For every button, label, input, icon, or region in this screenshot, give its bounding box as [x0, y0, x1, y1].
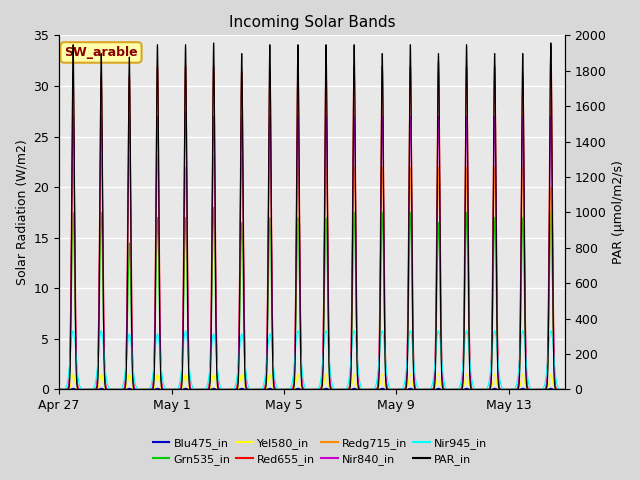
Y-axis label: PAR (μmol/m2/s): PAR (μmol/m2/s)	[612, 160, 625, 264]
Legend: Blu475_in, Grn535_in, Yel580_in, Red655_in, Redg715_in, Nir840_in, Nir945_in, PA: Blu475_in, Grn535_in, Yel580_in, Red655_…	[148, 433, 492, 469]
Y-axis label: Solar Radiation (W/m2): Solar Radiation (W/m2)	[15, 140, 28, 285]
Title: Incoming Solar Bands: Incoming Solar Bands	[228, 15, 396, 30]
Text: SW_arable: SW_arable	[64, 46, 138, 59]
